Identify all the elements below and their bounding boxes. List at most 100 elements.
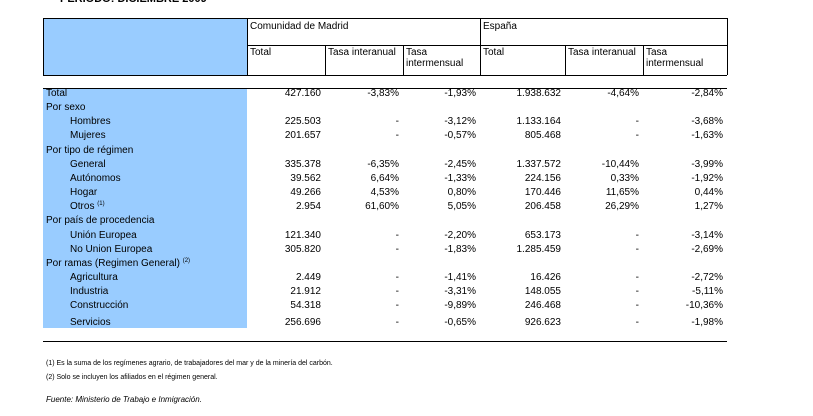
rule — [480, 18, 481, 75]
section-title: Por país de procedencia — [46, 215, 155, 227]
cell: 148.055 — [524, 286, 561, 298]
cell: - — [395, 286, 399, 298]
column-header: Tasa intermensual — [646, 47, 704, 69]
cell: 206.458 — [524, 201, 561, 213]
cell: -3,99% — [691, 158, 723, 170]
cell: -6,35% — [367, 158, 399, 170]
cell: 49.266 — [290, 187, 321, 199]
cell: - — [395, 229, 399, 241]
cell: -0,57% — [444, 130, 476, 142]
cell: 2.954 — [295, 201, 321, 213]
cell: -10,36% — [685, 300, 723, 312]
cell: 305.820 — [284, 243, 321, 255]
cell: 26,29% — [605, 201, 639, 213]
cell: -3,31% — [444, 286, 476, 298]
cell: 11,65% — [605, 187, 639, 199]
page-title: PERIODO: DICIEMBRE 2009 — [60, 0, 207, 5]
cell: - — [395, 116, 399, 128]
cell: 121.340 — [284, 229, 321, 241]
column-header: Tasa interanual — [328, 47, 396, 58]
note: (2) — [182, 257, 191, 264]
group-header: España — [483, 21, 517, 32]
cell: - — [635, 243, 639, 255]
cell: - — [635, 271, 639, 283]
cell: -3,83% — [367, 88, 399, 99]
cell: 5,05% — [447, 201, 476, 213]
section-title: Por tipo de régimen — [46, 144, 134, 156]
cell: -2,84% — [691, 88, 723, 99]
cell: 1,27% — [694, 201, 723, 213]
cell: -10,44% — [601, 158, 639, 170]
cell: - — [395, 271, 399, 283]
cell: 201.657 — [284, 130, 321, 142]
rule — [325, 45, 326, 75]
rule — [247, 45, 727, 46]
cell: 1.938.632 — [516, 88, 562, 99]
row-label: Hombres — [70, 116, 111, 128]
cell: 1.285.459 — [516, 243, 562, 255]
footnote: (2) Solo se incluyen los afiliados en el… — [46, 374, 218, 381]
cell: -4,64% — [607, 88, 639, 99]
cell: - — [635, 300, 639, 312]
column-header: Total — [483, 47, 505, 58]
cell: - — [395, 243, 399, 255]
row-label: Hogar — [70, 187, 98, 199]
cell: -2,69% — [691, 243, 723, 255]
cell: -1,93% — [444, 88, 476, 99]
cell: - — [635, 317, 639, 329]
cell: 1.133.164 — [516, 116, 562, 128]
cell: 805.468 — [524, 130, 561, 142]
row-label: Unión Europea — [70, 229, 137, 241]
cell: -1,83% — [444, 243, 476, 255]
cell: -1,41% — [444, 271, 476, 283]
cell: 0,33% — [610, 172, 639, 184]
cell: 926.623 — [524, 317, 561, 329]
rule — [565, 45, 566, 75]
cell: 0,80% — [447, 187, 476, 199]
cell: 0,44% — [694, 187, 723, 199]
cell: -2,20% — [444, 229, 476, 241]
cell: 21.912 — [290, 286, 321, 298]
label-column-bg — [43, 88, 247, 328]
cell: 1.337.572 — [516, 158, 562, 170]
cell: -1,98% — [691, 317, 723, 329]
cell: 225.503 — [284, 116, 321, 128]
cell: 170.446 — [524, 187, 561, 199]
cell: 335.378 — [284, 158, 321, 170]
cell: 61,60% — [365, 201, 399, 213]
cell: 16.426 — [530, 271, 561, 283]
cell: -3,68% — [691, 116, 723, 128]
row-label: No Union Europea — [70, 243, 153, 255]
footnote: (1) Es la suma de los regímenes agrario,… — [46, 360, 333, 367]
cell: 39.562 — [290, 172, 321, 184]
rule — [43, 18, 727, 19]
rule — [43, 18, 44, 75]
section-title: Por ramas (Regimen General) (2) — [46, 257, 191, 269]
rule — [727, 18, 728, 75]
cell: -3,12% — [444, 116, 476, 128]
rule — [643, 45, 644, 75]
row-label: General — [70, 158, 106, 170]
cell: 2.449 — [295, 271, 321, 283]
cell: 256.696 — [284, 317, 321, 329]
cell: - — [395, 130, 399, 142]
source: Fuente: Ministerio de Trabajo e Inmigrac… — [46, 395, 202, 404]
cell: -1,33% — [444, 172, 476, 184]
rule — [43, 341, 727, 342]
rule — [247, 18, 248, 75]
cell: 6,64% — [370, 172, 399, 184]
row-label: Mujeres — [70, 130, 106, 142]
cell: - — [635, 229, 639, 241]
cell: -3,14% — [691, 229, 723, 241]
cell: -1,63% — [691, 130, 723, 142]
cell: - — [635, 286, 639, 298]
row-label: Industria — [70, 286, 109, 298]
row-label: Total — [46, 88, 68, 99]
row-label: Otros (1) — [70, 201, 105, 213]
cell: -2,72% — [691, 271, 723, 283]
row-label: Servicios — [70, 317, 111, 329]
group-header: Comunidad de Madrid — [250, 21, 349, 32]
cell: 427.160 — [284, 88, 321, 99]
cell: - — [395, 317, 399, 329]
